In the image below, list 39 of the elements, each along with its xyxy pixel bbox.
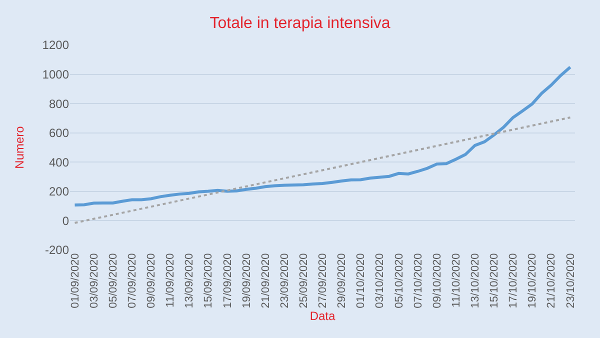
y-tick-label: 1000 <box>42 67 70 82</box>
y-axis-title: Numero <box>12 126 27 169</box>
x-tick-label: 21/10/2020 <box>546 253 558 308</box>
x-tick-label: 19/10/2020 <box>526 253 539 308</box>
y-tick-label: 400 <box>48 155 70 170</box>
line-series <box>73 66 572 207</box>
x-tick-label: 15/10/2020 <box>488 253 501 308</box>
chart-title: Totale in terapia intensiva <box>210 15 390 32</box>
x-tick-label: 19/09/2020 <box>240 253 253 308</box>
y-tick-label: 600 <box>48 126 70 140</box>
x-tick-label: 29/09/2020 <box>336 253 348 308</box>
x-tick-label: 11/09/2020 <box>164 253 177 308</box>
x-tick-label: 23/09/2020 <box>278 253 291 308</box>
x-tick-label: 07/10/2020 <box>412 253 424 308</box>
x-tick-label: 09/09/2020 <box>146 253 158 308</box>
y-tick-label: -200 <box>44 243 70 258</box>
x-tick-label: 03/09/2020 <box>88 253 100 308</box>
x-tick-label: 15/09/2020 <box>202 253 215 308</box>
x-tick-label: 09/10/2020 <box>431 253 444 308</box>
x-tick-label: 01/09/2020 <box>69 253 82 308</box>
y-tick-label: 200 <box>48 184 70 199</box>
x-tick-label: 23/10/2020 <box>564 253 577 308</box>
x-tick-label: 05/10/2020 <box>393 253 406 308</box>
x-tick-label: 13/10/2020 <box>470 253 482 308</box>
y-tick-label: 800 <box>48 96 70 111</box>
x-tick-label: 07/09/2020 <box>126 253 139 308</box>
x-tick-label: 03/10/2020 <box>374 253 386 308</box>
x-tick-label: 17/09/2020 <box>222 253 234 308</box>
x-tick-label: 21/09/2020 <box>260 253 272 308</box>
x-tick-label: 27/09/2020 <box>317 253 330 308</box>
y-tick-label: 0 <box>62 214 70 228</box>
x-axis-title: Data <box>310 309 336 324</box>
x-tick-label: 01/10/2020 <box>355 253 368 308</box>
x-tick-label: 25/09/2020 <box>298 253 310 308</box>
y-tick-label: 1200 <box>42 38 70 52</box>
x-tick-label: 13/09/2020 <box>184 253 196 308</box>
x-tick-label: 11/10/2020 <box>450 253 462 308</box>
x-tick-label: 17/10/2020 <box>508 253 520 308</box>
x-tick-label: 05/09/2020 <box>107 253 120 308</box>
